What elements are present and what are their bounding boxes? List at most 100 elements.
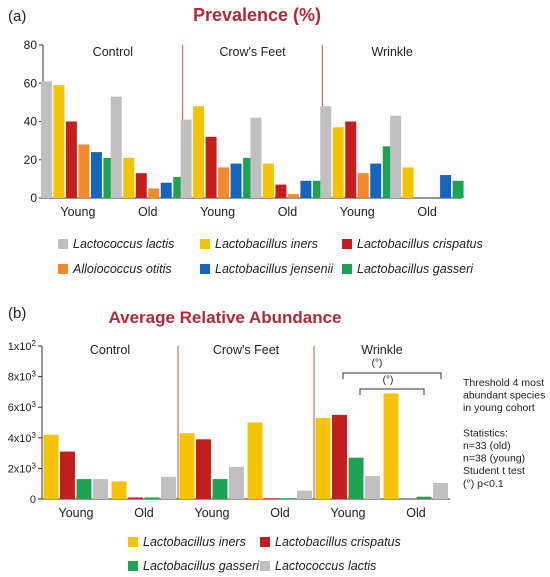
annotation-note: n=33 (old)	[463, 440, 511, 452]
bar-lactobacillus-crispatus-wrinkle-young	[345, 121, 357, 198]
bar-lactobacillus-crispatus-wrinkle-young	[332, 414, 347, 499]
bar-lactobacillus-crispatus-control-young	[60, 451, 75, 499]
bar-lactococcus-lactis-crow-s-feet-young	[229, 466, 244, 499]
legend-swatch-lactobacillus-gasseri	[342, 264, 352, 274]
bar-lactobacillus-gasseri-control-young	[76, 479, 92, 499]
legend-entry-lactobacillus-gasseri: Lactobacillus gasseri	[143, 559, 260, 573]
annotation-note: n=38 (young)	[463, 453, 525, 465]
bar-lactococcus-lactis-wrinkle-old	[390, 115, 402, 198]
bar-lactobacillus-gasseri-wrinkle-old	[452, 180, 464, 198]
x-category-label: Young	[195, 506, 230, 520]
bar-lactobacillus-gasseri-crow-s-feet-young	[243, 157, 255, 198]
bar-lactobacillus-crispatus-crow-s-feet-young	[196, 439, 211, 499]
bar-lactobacillus-jensenii-wrinkle-old	[440, 175, 452, 198]
significance-marker: (°)	[372, 358, 383, 369]
annotation-note: Statistics:	[463, 427, 508, 439]
group-label-control: Control	[90, 343, 130, 357]
group-label-crow-s-feet: Crow's Feet	[219, 45, 286, 59]
bar-lactobacillus-gasseri-control-young	[103, 157, 115, 198]
bar-lactobacillus-gasseri-crow-s-feet-old	[312, 180, 324, 198]
bar-lactobacillus-jensenii-control-young	[90, 152, 102, 198]
bar-lactococcus-lactis-wrinkle-young	[365, 476, 380, 499]
legend-swatch-lactobacillus-crispatus	[260, 537, 270, 547]
bar-lactobacillus-iners-crow-s-feet-young	[179, 433, 195, 499]
legend-entry-lactobacillus-iners: Lactobacillus iners	[143, 535, 246, 549]
bar-lactobacillus-gasseri-wrinkle-young	[382, 146, 394, 198]
bar-lactococcus-lactis-wrinkle-young	[320, 106, 332, 198]
legend-swatch-lactobacillus-iners	[200, 239, 210, 249]
bar-lactobacillus-iners-control-old	[123, 157, 135, 198]
x-category-label: Young	[59, 506, 94, 520]
y-tick-label: 80	[24, 38, 38, 52]
legend-entry-lactococcus-lactis: Lactococcus lactis	[275, 559, 376, 573]
bar-alloiococcus-otitis-crow-s-feet-young	[218, 167, 230, 198]
legend-swatch-lactococcus-lactis	[260, 561, 270, 571]
x-category-label: Young	[200, 205, 235, 219]
y-tick-label: 8x103	[8, 370, 37, 384]
chart-title: Average Relative Abundance	[108, 308, 341, 327]
x-category-label: Old	[138, 205, 158, 219]
x-category-label: Old	[270, 506, 290, 520]
y-tick-label: 1x102	[8, 339, 37, 353]
bar-lactococcus-lactis-wrinkle-old	[433, 482, 448, 499]
bar-lactobacillus-iners-control-young	[53, 85, 65, 198]
bar-lactobacillus-crispatus-crow-s-feet-old	[275, 184, 287, 198]
bar-lactobacillus-iners-control-old	[111, 481, 127, 499]
annotation-note: in young cohort	[463, 402, 535, 414]
y-tick-label: 4x103	[8, 431, 37, 445]
x-category-label: Old	[406, 506, 426, 520]
chart-panel-a: Prevalence (%) 0 20 40 60 80 Control Young Old Cr…	[24, 5, 483, 276]
legend-swatch-lactobacillus-iners	[128, 537, 138, 547]
bar-lactobacillus-crispatus-control-young	[65, 121, 77, 198]
y-tick-label: 40	[24, 115, 38, 129]
bar-alloiococcus-otitis-wrinkle-young	[357, 173, 369, 198]
annotation-note: Threshold 4 most	[463, 377, 544, 389]
significance-bracket	[359, 388, 425, 395]
legend-swatch-lactobacillus-gasseri	[128, 561, 138, 571]
bar-lactobacillus-iners-control-young	[43, 434, 59, 499]
chart-title: Prevalence (%)	[193, 5, 321, 25]
bar-lactobacillus-crispatus-control-old	[128, 497, 143, 499]
bar-lactobacillus-crispatus-crow-s-feet-old	[264, 498, 279, 499]
x-category-label: Young	[331, 506, 366, 520]
bar-lactobacillus-jensenii-crow-s-feet-old	[300, 180, 312, 198]
legend-entry-lactobacillus-crispatus: Lactobacillus crispatus	[357, 237, 483, 251]
bar-lactobacillus-jensenii-wrinkle-young	[370, 163, 382, 198]
bar-lactobacillus-gasseri-crow-s-feet-young	[212, 479, 228, 499]
bar-lactobacillus-jensenii-control-old	[160, 182, 172, 198]
x-category-label: Old	[278, 205, 298, 219]
panel-b-label: (b)	[8, 305, 26, 322]
x-category-label: Young	[340, 205, 375, 219]
x-category-label: Old	[134, 506, 154, 520]
group-label-wrinkle: Wrinkle	[361, 343, 402, 357]
bar-lactococcus-lactis-control-young	[93, 479, 108, 499]
y-tick-label: 0	[30, 494, 36, 506]
y-tick-label: 2x103	[8, 461, 37, 475]
bar-lactobacillus-iners-wrinkle-old	[383, 393, 399, 499]
legend-entry-lactococcus-lactis: Lactococcus lactis	[73, 237, 174, 251]
legend-swatch-alloiococcus-otitis	[58, 264, 68, 274]
bar-lactobacillus-iners-crow-s-feet-young	[193, 106, 205, 198]
x-category-label: Old	[417, 205, 437, 219]
legend-entry-lactobacillus-gasseri: Lactobacillus gasseri	[357, 262, 474, 276]
legend-entry-lactobacillus-crispatus: Lactobacillus crispatus	[275, 535, 401, 549]
y-tick-label: 0	[30, 191, 37, 205]
bar-lactococcus-lactis-crow-s-feet-old	[297, 490, 312, 499]
group-label-crow-s-feet: Crow's Feet	[213, 343, 280, 357]
bar-lactococcus-lactis-crow-s-feet-young	[180, 119, 192, 198]
bar-lactobacillus-iners-wrinkle-young	[315, 417, 331, 499]
x-category-label: Young	[60, 205, 95, 219]
panel-a-label: (a)	[8, 8, 26, 25]
bar-lactobacillus-gasseri-crow-s-feet-old	[280, 498, 296, 499]
bar-lactobacillus-gasseri-control-old	[144, 497, 160, 499]
chart-panel-b: Average Relative Abundance 0 2x103 4x103 6x1…	[8, 308, 450, 573]
bar-alloiococcus-otitis-control-young	[78, 144, 90, 198]
significance-bracket	[342, 372, 442, 379]
bar-lactobacillus-iners-wrinkle-old	[402, 167, 414, 198]
bar-lactococcus-lactis-control-old	[110, 96, 122, 198]
group-label-control: Control	[93, 45, 133, 59]
bar-alloiococcus-otitis-control-old	[148, 188, 160, 198]
bar-lactobacillus-gasseri-wrinkle-young	[348, 457, 364, 499]
